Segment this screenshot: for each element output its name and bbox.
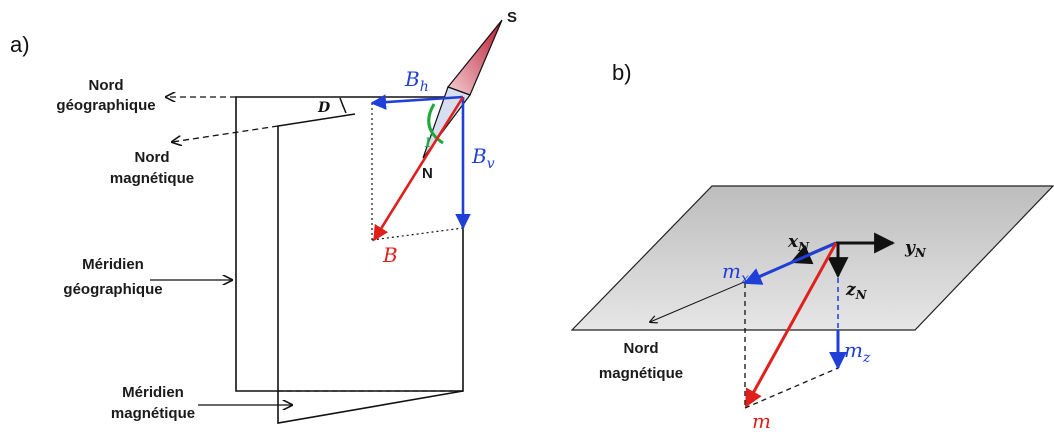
nord-mag-b-label-1: Nord [624,340,659,357]
mz-label: mz [844,338,871,366]
mz-projection-dashed [744,367,839,409]
magnetic-meridian-plane-left [277,113,464,424]
geographic-meridian-plane [235,96,464,392]
declination-arc [339,97,347,114]
m-vector [744,242,838,408]
compass-s-label: S [507,9,517,26]
mx-label: mx [722,259,749,287]
xn-label: xN [787,232,810,254]
angle-d-label: D [317,100,331,116]
bh-label: Bh [404,67,429,95]
bv-projection-dotted [371,227,464,241]
yn-label: yN [904,238,927,260]
nord-magnetique-arrow [172,125,279,142]
meridien-geo-label-2: géographique [63,281,162,298]
meridien-mag-label-1: Méridien [122,384,184,401]
b-vector [372,96,465,242]
meridien-mag-label-2: magnétique [111,405,195,422]
m-label: m [752,409,771,432]
angle-i-label: I [424,136,432,151]
mx-vector [743,241,837,285]
nord-mag-label-2: magnétique [110,170,194,187]
compass-n-label: N [422,165,433,182]
bh-vector [370,94,464,110]
bv-label: Bv [471,144,495,172]
b-label: B [382,243,398,267]
nord-geo-label-1: Nord [89,77,124,94]
meridien-geo-label-1: Méridien [82,256,144,273]
nord-mag-label-1: Nord [135,149,170,166]
horizontal-plane [570,185,1054,331]
nord-mag-b-label-2: magnétique [599,365,683,382]
inclination-arc [427,103,444,145]
compass-needle-south [447,19,503,96]
zn-label: zN [845,280,868,302]
nord-geo-label-2: géographique [56,97,155,114]
panel-b-label: b) [612,60,632,85]
panel-a-label: a) [10,32,30,57]
